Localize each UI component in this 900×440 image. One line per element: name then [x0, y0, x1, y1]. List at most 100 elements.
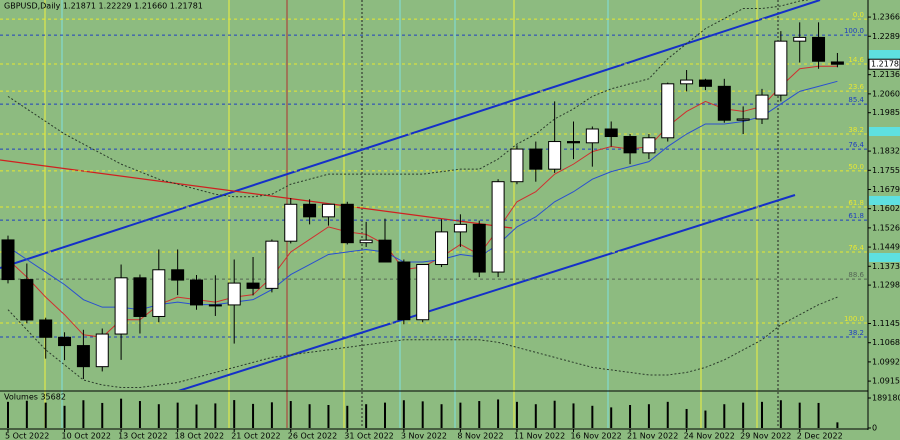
candle-body [321, 203, 335, 218]
plot-area [0, 0, 868, 388]
x-tick-label: 10 Oct 2022 [62, 432, 111, 440]
candle-body [491, 181, 505, 273]
candle-body [755, 94, 769, 120]
y-tick-label: 1.16025 [872, 204, 900, 213]
candle-body [529, 148, 543, 170]
last-price-label: 1.21781 [871, 60, 900, 69]
y-tick-label: 1.15260 [872, 223, 900, 232]
volume-label: Volumes 35682 [4, 393, 66, 402]
y-tick-label: 1.23660 [872, 13, 900, 22]
candle-body [623, 136, 637, 154]
candle-body [284, 203, 298, 242]
candle-body [416, 264, 430, 321]
y-tick-label: 1.09920 [872, 357, 900, 366]
x-tick-label: 8 Nov 2022 [457, 432, 503, 440]
candle-body [303, 203, 317, 218]
candle-body [642, 137, 656, 154]
candle-body [190, 279, 203, 306]
x-tick-label: 16 Nov 2022 [571, 432, 622, 440]
y-tick-label: 1.12980 [872, 281, 900, 290]
x-tick-label: 21 Oct 2022 [231, 432, 280, 440]
candle-body [227, 282, 241, 306]
candle-body [812, 36, 826, 62]
fib-label: 23.6 [848, 83, 864, 91]
chart-title: GBPUSD,Daily 1.21871 1.22229 1.21660 1.2… [4, 2, 203, 11]
candle-body [774, 40, 788, 96]
y-tick-label: 1.19850 [872, 108, 900, 117]
candle-body [830, 61, 844, 65]
candle-body [567, 141, 580, 144]
y-tick-label: 1.16790 [872, 185, 900, 194]
fib-label: 38.2 [848, 329, 864, 337]
volume-tick-label: 189180 [872, 394, 900, 403]
y-tick-label: 1.17555 [872, 166, 900, 175]
candle-body [510, 148, 524, 183]
x-tick-label: 26 Oct 2022 [288, 432, 337, 440]
x-tick-label: 3 Nov 2022 [401, 432, 447, 440]
y-tick-label: 1.13730 [872, 262, 900, 271]
candle-body [472, 223, 486, 273]
x-tick-label: 5 Oct 2022 [5, 432, 49, 440]
x-tick-label: 29 Nov 2022 [740, 432, 791, 440]
candle-body [604, 128, 618, 138]
candle-body [265, 240, 279, 289]
candle-body [680, 79, 694, 85]
fib-label: 38.2 [848, 126, 864, 134]
y-tick-label: 1.14495 [872, 243, 900, 252]
candle-body [133, 277, 147, 317]
candle-body [20, 279, 34, 321]
y-tick-label: 1.21365 [872, 70, 900, 79]
candle-body [95, 333, 109, 368]
candle-body [171, 269, 185, 281]
x-tick-label: 31 Oct 2022 [344, 432, 393, 440]
x-tick-label: 24 Nov 2022 [684, 432, 735, 440]
y-tick-label: 1.11450 [872, 319, 900, 328]
candle-body [76, 345, 90, 368]
candle-body [661, 83, 675, 139]
fib-label: 76.4 [848, 141, 864, 149]
x-tick-label: 11 Nov 2022 [514, 432, 565, 440]
candle-body [246, 282, 260, 289]
candle-body [58, 336, 72, 347]
x-tick-label: 18 Oct 2022 [175, 432, 224, 440]
candle-body [378, 239, 392, 263]
fib-label: 50.0 [848, 163, 864, 171]
x-tick-label: 21 Nov 2022 [627, 432, 678, 440]
candle-body [585, 128, 599, 144]
fib-label: 0.0 [853, 11, 864, 19]
candle-body [736, 118, 750, 121]
candle-body [717, 85, 731, 121]
fib-label: 88.6 [848, 271, 864, 279]
fib-label: 61.8 [848, 199, 864, 207]
fib-label: 100.0 [844, 27, 864, 35]
fib-label: 61.8 [848, 212, 864, 220]
candle-body [397, 261, 411, 321]
fib-label: 85.4 [848, 96, 864, 104]
highlight-boxes [869, 50, 900, 262]
y-tick-label: 1.18320 [872, 147, 900, 156]
fib-label: 76.4 [848, 244, 864, 252]
candle-body [698, 79, 712, 87]
candle-body [359, 239, 373, 244]
candle-body [114, 277, 128, 335]
overlay-line [7, 296, 838, 388]
y-tick-label: 1.22895 [872, 32, 900, 41]
candle-body [39, 319, 53, 338]
candle-body [340, 203, 354, 244]
volume-tick-label: 0 [872, 424, 877, 433]
y-tick-label: 1.10685 [872, 338, 900, 347]
candle-body [1, 239, 15, 281]
fib-label: 14.6 [848, 56, 864, 64]
candle-body [152, 269, 166, 317]
candle-body [453, 223, 467, 233]
candle-body [208, 304, 222, 307]
candle-body [548, 141, 562, 170]
fib-label: 100.0 [844, 315, 864, 323]
overlay-line [7, 0, 812, 198]
x-tick-label: 2 Dec 2022 [797, 432, 843, 440]
y-tick-label: 1.20600 [872, 89, 900, 98]
last-price-box [868, 58, 900, 70]
x-tick-label: 13 Oct 2022 [118, 432, 167, 440]
